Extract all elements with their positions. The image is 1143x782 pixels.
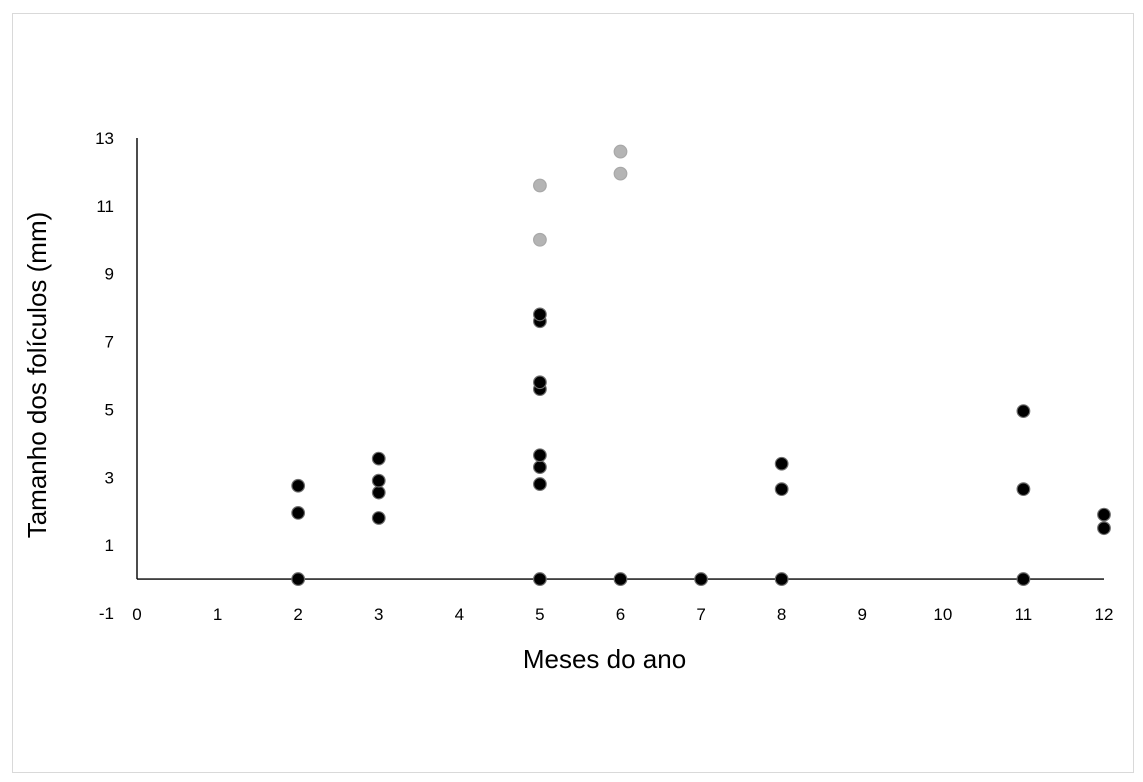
data-point — [1016, 482, 1031, 497]
axes — [136, 138, 1104, 580]
data-point — [613, 144, 628, 159]
data-point — [371, 451, 386, 466]
y-tick-label: 11 — [96, 197, 114, 216]
data-point — [1016, 572, 1031, 586]
x-tick-label: 9 — [858, 605, 867, 624]
x-tick-label: 0 — [132, 605, 141, 624]
y-axis-title: Tamanho dos folículos (mm) — [22, 212, 52, 539]
data-point — [533, 572, 547, 586]
x-tick-label: 4 — [455, 605, 464, 624]
data-point — [533, 375, 547, 390]
x-tick-label: 8 — [777, 605, 786, 624]
data-point — [533, 307, 547, 322]
data-point — [533, 178, 547, 193]
data-point — [533, 460, 547, 475]
y-tick-label: 5 — [105, 400, 114, 419]
x-axis-title: Meses do ano — [523, 644, 686, 674]
x-tick-label: 11 — [1015, 605, 1033, 624]
data-point — [774, 482, 789, 497]
data-point — [371, 485, 386, 500]
data-point — [291, 572, 306, 586]
data-point — [694, 572, 708, 586]
data-point — [291, 506, 306, 520]
data-point — [774, 572, 789, 586]
y-tick-label: -1 — [99, 604, 114, 623]
data-point — [533, 477, 547, 491]
x-tick-label: 12 — [1095, 605, 1114, 624]
x-tick-label: 1 — [213, 605, 222, 624]
x-tick-label: 7 — [696, 605, 705, 624]
data-point — [533, 232, 547, 247]
y-tick-label: 13 — [95, 129, 114, 148]
x-tick-label: 10 — [933, 605, 952, 624]
data-point — [371, 473, 386, 488]
y-tick-labels: 13 11 9 7 5 3 1 -1 — [95, 129, 114, 623]
data-point — [291, 478, 306, 493]
data-points — [291, 144, 1111, 586]
y-tick-label: 3 — [105, 468, 114, 487]
data-point — [613, 572, 628, 586]
data-point — [371, 511, 386, 525]
data-point — [774, 456, 789, 471]
data-point — [533, 448, 547, 463]
y-tick-label: 7 — [105, 333, 114, 352]
data-point — [613, 166, 628, 181]
y-tick-label: 9 — [105, 265, 114, 284]
x-tick-label: 2 — [293, 605, 302, 624]
data-point — [1016, 404, 1031, 419]
x-tick-label: 5 — [535, 605, 544, 624]
data-point — [1097, 521, 1111, 536]
chart-frame — [12, 13, 1134, 773]
x-tick-label: 6 — [616, 605, 625, 624]
data-point — [1097, 507, 1111, 522]
x-tick-label: 3 — [374, 605, 383, 624]
x-tick-labels: 0 1 2 3 4 5 6 7 8 9 10 11 12 — [132, 605, 1113, 624]
y-tick-label: 1 — [105, 536, 114, 555]
